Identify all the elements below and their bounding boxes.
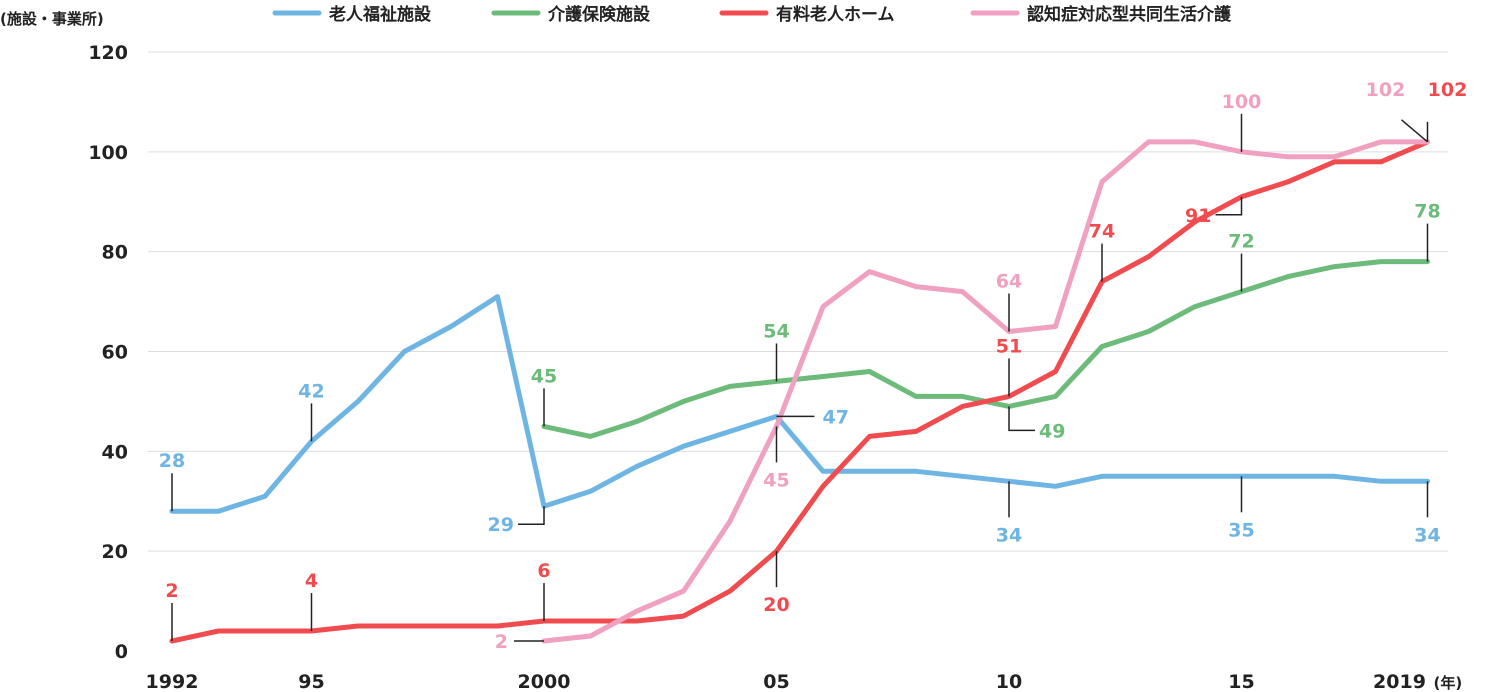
- legend-label-3: 認知症対応型共同生活介護: [1027, 4, 1232, 25]
- data-label-3-2010: 64: [996, 271, 1022, 293]
- data-label-2-1992: 2: [165, 580, 178, 602]
- series-line-0: [169, 294, 1430, 514]
- data-label-2-2010: 51: [996, 335, 1022, 357]
- series-line-1: [541, 259, 1430, 439]
- data-label-1-2015: 72: [1228, 231, 1254, 253]
- data-label-0-2000: 29: [488, 514, 514, 536]
- annotation-leaders: [171, 113, 1429, 642]
- grid-lines: [148, 51, 1448, 552]
- x-tick-label-1992: 1992: [146, 671, 199, 692]
- legend: 老人福祉施設 介護保険施設 有料老人ホーム 認知症対応型共同生活介護: [272, 4, 1232, 25]
- data-label-1-2005: 54: [763, 320, 789, 342]
- x-tick-label-2000: 2000: [518, 671, 571, 692]
- y-tick-label-60: 60: [102, 342, 128, 364]
- data-label-3-2000: 2: [495, 631, 508, 653]
- y-tick-label-20: 20: [102, 541, 128, 563]
- data-label-2-2012: 74: [1089, 221, 1115, 243]
- data-label-0-1995: 42: [298, 380, 324, 402]
- data-label-2-2005: 20: [763, 594, 789, 616]
- leader-line-0-2000: [518, 506, 545, 525]
- legend-label-1: 介護保険施設: [547, 4, 651, 25]
- series-lines: [169, 139, 1430, 644]
- y-tick-label-40: 40: [102, 441, 128, 463]
- x-tick-label-2015: 15: [1228, 671, 1254, 692]
- x-tick-label-2019: 2019: [1373, 671, 1426, 692]
- x-tick-label-2005: 05: [763, 671, 789, 692]
- data-label-1-2010: 49: [1039, 420, 1065, 442]
- x-axis-unit-label: (年): [1434, 674, 1463, 692]
- leader-line-1-2010: [1008, 406, 1035, 432]
- x-tick-label-1995: 95: [298, 671, 324, 692]
- data-label-1-2019: 78: [1414, 201, 1440, 223]
- y-tick-label-80: 80: [102, 242, 128, 264]
- series-line-2: [169, 139, 1430, 644]
- legend-label-0: 老人福祉施設: [328, 4, 432, 25]
- data-label-0-2010: 34: [996, 524, 1022, 546]
- data-label-2-2000: 6: [537, 560, 550, 582]
- legend-label-2: 有料老人ホーム: [776, 4, 895, 25]
- data-label-3-2005: 45: [763, 469, 789, 491]
- leader-line-3-2019: [1401, 119, 1428, 143]
- data-labels: 28 42 29 47 34 35 34 45 54 49 72 78 2 4 6 20 51 74 91 102 2 4…: [159, 79, 1468, 653]
- data-label-0-2015: 35: [1228, 519, 1254, 541]
- data-label-2-1995: 4: [305, 570, 318, 592]
- y-tick-label-100: 100: [88, 142, 128, 164]
- data-label-1-2000: 45: [531, 365, 557, 387]
- y-axis-unit-label: (施設・事業所): [0, 10, 104, 28]
- leader-line-2-2015: [1215, 196, 1243, 216]
- x-tick-label-2010: 10: [996, 671, 1022, 692]
- axes: (施設・事業所) 0 20 40 60 80 100 120 1992 95 2000 05 10 15…: [0, 10, 1462, 692]
- series-line-3: [541, 139, 1430, 644]
- data-label-2-2015: 91: [1185, 205, 1211, 227]
- data-label-3-2015: 100: [1222, 91, 1262, 113]
- y-tick-label-0: 0: [115, 641, 128, 663]
- data-label-0-2019: 34: [1414, 524, 1440, 546]
- data-label-0-1992: 28: [159, 450, 185, 472]
- data-label-0-2005: 47: [823, 406, 849, 428]
- data-label-3-2019: 102: [1366, 79, 1406, 101]
- data-label-2-2019: 102: [1428, 79, 1468, 101]
- y-tick-label-120: 120: [88, 42, 128, 64]
